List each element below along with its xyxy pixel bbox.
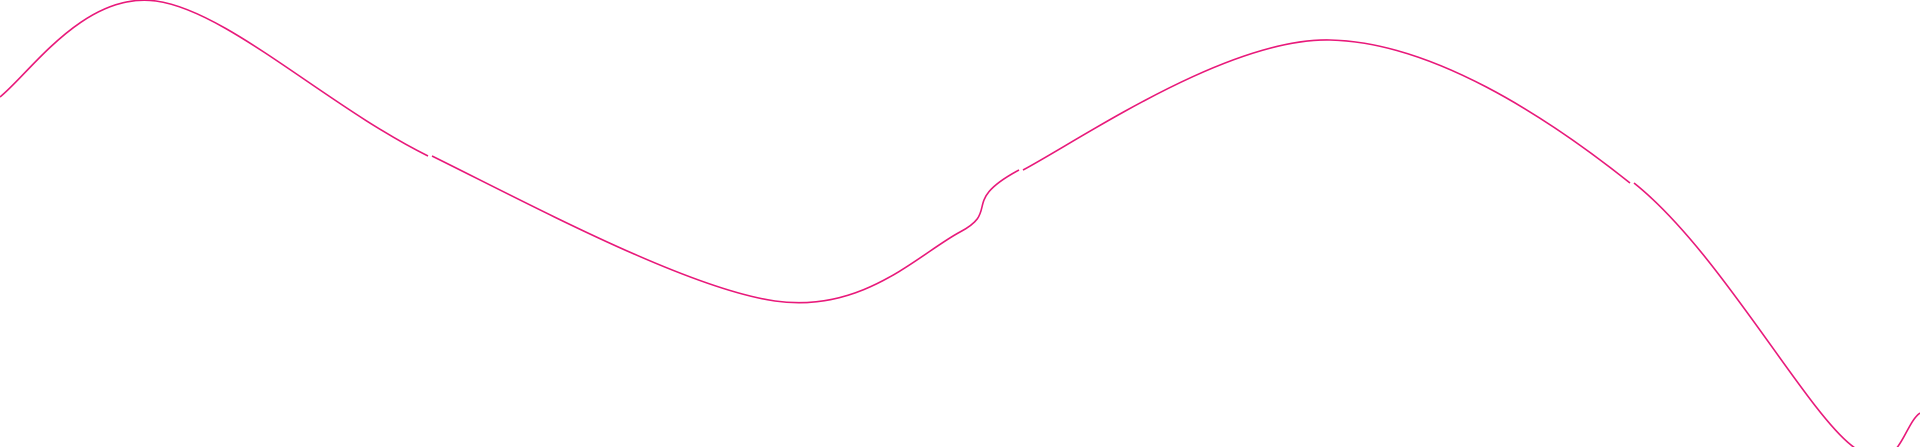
wave-segment [1022,39,1631,184]
wave-segment [1633,182,1920,447]
wave-segment [431,155,1020,304]
wave-segment [0,0,429,157]
